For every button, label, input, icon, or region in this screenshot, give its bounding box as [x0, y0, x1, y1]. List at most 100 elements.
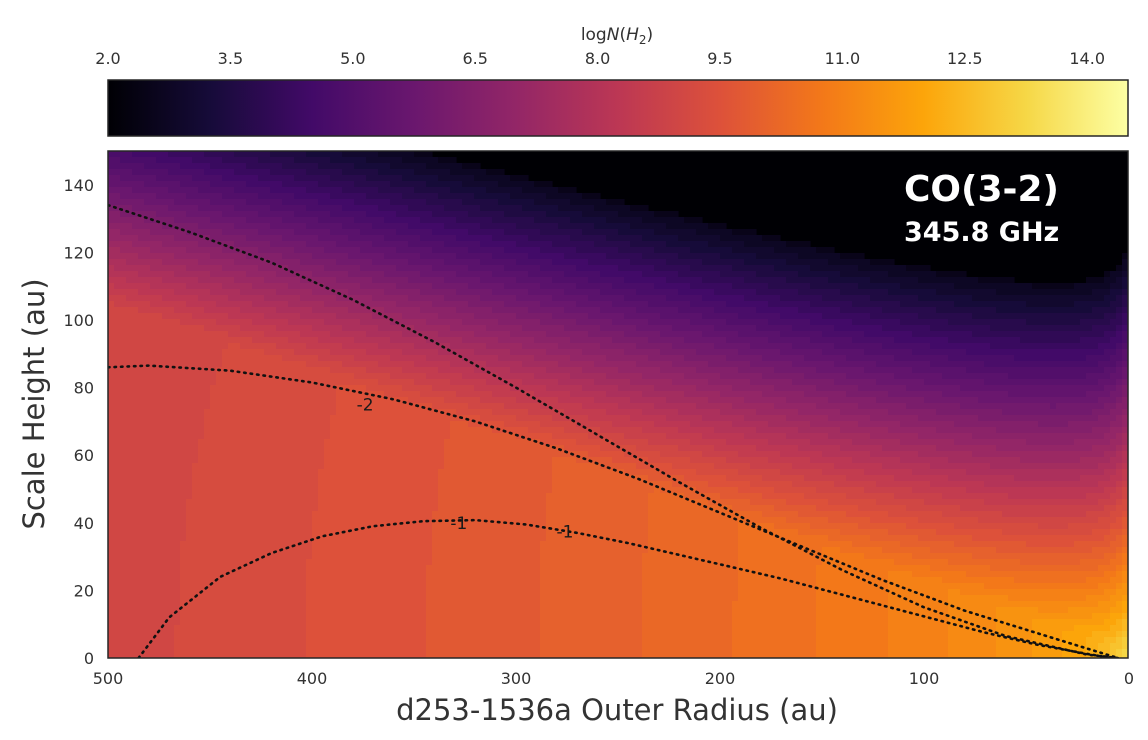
heatmap-cell — [204, 409, 211, 416]
heatmap-cell — [162, 637, 169, 644]
heatmap-cell — [324, 439, 331, 446]
heatmap-cell — [384, 619, 391, 626]
heatmap-cell — [168, 655, 175, 658]
heatmap-cell — [390, 607, 397, 614]
heatmap-cell — [426, 427, 433, 434]
heatmap-cell — [180, 565, 187, 572]
heatmap-cell — [402, 505, 409, 512]
heatmap-cell — [348, 535, 355, 542]
heatmap-cell — [150, 265, 157, 272]
heatmap-cell — [348, 193, 355, 200]
heatmap-cell — [438, 289, 445, 296]
heatmap-cell — [204, 451, 211, 458]
heatmap-cell — [282, 427, 289, 434]
heatmap-cell — [132, 367, 139, 374]
heatmap-cell — [306, 487, 313, 494]
heatmap-cell — [216, 577, 223, 584]
heatmap-cell — [108, 229, 115, 236]
heatmap-cell — [264, 529, 271, 536]
heatmap-cell — [252, 607, 259, 614]
heatmap-cell — [132, 523, 139, 530]
heatmap-cell — [258, 169, 265, 176]
heatmap-cell — [378, 577, 385, 584]
heatmap-cell — [300, 409, 307, 416]
heatmap-cell — [252, 373, 259, 380]
heatmap-cell — [192, 175, 199, 182]
heatmap-cell — [258, 391, 265, 398]
heatmap-cell — [402, 571, 409, 578]
heatmap-cell — [276, 235, 283, 242]
heatmap-cell — [222, 391, 229, 398]
heatmap-cell — [138, 451, 145, 458]
heatmap-cell — [426, 565, 433, 572]
heatmap-cell — [258, 361, 265, 368]
heatmap-cell — [192, 493, 199, 500]
heatmap-cell — [138, 565, 145, 572]
heatmap-cell — [294, 409, 301, 416]
heatmap-cell — [168, 511, 175, 518]
heatmap-cell — [318, 607, 325, 614]
heatmap-cell — [234, 319, 241, 326]
heatmap-cell — [132, 463, 139, 470]
heatmap-cell — [456, 385, 463, 392]
heatmap-cell — [396, 187, 403, 194]
heatmap-cell — [162, 241, 169, 248]
heatmap-cell — [138, 643, 145, 650]
heatmap-cell — [342, 241, 349, 248]
heatmap-cell — [216, 187, 223, 194]
heatmap-cell — [150, 607, 157, 614]
heatmap-cell — [288, 355, 295, 362]
heatmap-cell — [288, 505, 295, 512]
heatmap-cell — [288, 379, 295, 386]
heatmap-cell — [282, 397, 289, 404]
heatmap-cell — [396, 169, 403, 176]
heatmap-cell — [414, 151, 421, 158]
heatmap-cell — [114, 319, 121, 326]
heatmap-cell — [258, 445, 265, 452]
heatmap-cell — [204, 247, 211, 254]
heatmap-cell — [378, 331, 385, 338]
heatmap-cell — [450, 211, 457, 218]
heatmap-cell — [378, 601, 385, 608]
heatmap-cell — [210, 397, 217, 404]
heatmap-cell — [426, 283, 433, 290]
heatmap-cell — [162, 475, 169, 482]
heatmap-cell — [444, 535, 451, 542]
heatmap-cell — [168, 235, 175, 242]
heatmap-cell — [264, 499, 271, 506]
heatmap-cell — [360, 481, 367, 488]
heatmap-cell — [348, 457, 355, 464]
heatmap-cell — [156, 655, 163, 658]
heatmap-cell — [192, 313, 199, 320]
heatmap-cell — [438, 511, 445, 518]
heatmap-cell — [288, 409, 295, 416]
heatmap-cell — [390, 169, 397, 176]
heatmap-cell — [252, 535, 259, 542]
heatmap-cell — [450, 571, 457, 578]
heatmap-cell — [390, 409, 397, 416]
heatmap-cell — [318, 517, 325, 524]
heatmap-cell — [246, 277, 253, 284]
heatmap-cell — [306, 283, 313, 290]
heatmap-cell — [108, 283, 115, 290]
heatmap-cell — [306, 307, 313, 314]
heatmap-cell — [384, 265, 391, 272]
heatmap-cell — [234, 619, 241, 626]
heatmap-cell — [144, 547, 151, 554]
heatmap-cell — [330, 331, 337, 338]
heatmap-cell — [258, 499, 265, 506]
heatmap-cell — [132, 517, 139, 524]
heatmap-cell — [444, 421, 451, 428]
heatmap-cell — [300, 373, 307, 380]
heatmap-cell — [246, 397, 253, 404]
heatmap-cell — [252, 379, 259, 386]
heatmap-cell — [240, 271, 247, 278]
heatmap-cell — [354, 271, 361, 278]
heatmap-cell — [252, 331, 259, 338]
heatmap-cell — [348, 247, 355, 254]
heatmap-cell — [168, 379, 175, 386]
heatmap-cell — [456, 367, 463, 374]
heatmap-cell — [306, 583, 313, 590]
heatmap-cell — [114, 613, 121, 620]
heatmap-cell — [144, 397, 151, 404]
